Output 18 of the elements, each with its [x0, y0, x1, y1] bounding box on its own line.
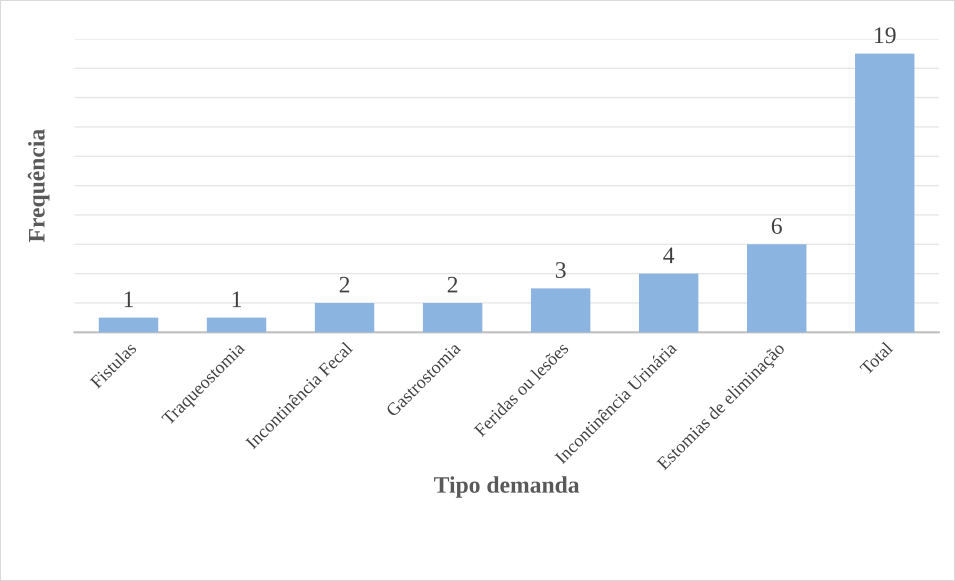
data-label: 19 [875, 27, 896, 44]
bar [422, 302, 482, 332]
y-axis-title: Frequência [28, 129, 50, 242]
bar [747, 244, 806, 332]
data-label: 1 [232, 291, 242, 308]
x-axis-title: Tipo demanda [434, 476, 580, 498]
bar [314, 302, 374, 332]
data-label: 1 [124, 291, 133, 308]
data-label: 2 [448, 276, 458, 292]
data-label: 3 [556, 262, 566, 278]
bar [530, 288, 590, 332]
data-label: 2 [340, 276, 350, 292]
data-label: 4 [663, 248, 674, 264]
bar [206, 318, 266, 332]
data-label: 6 [772, 218, 782, 234]
bar [98, 318, 158, 332]
bar [638, 274, 698, 332]
bar [855, 54, 914, 332]
